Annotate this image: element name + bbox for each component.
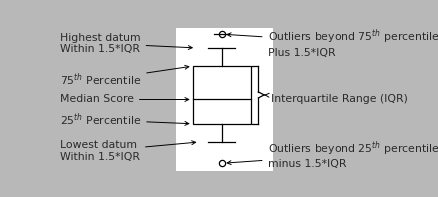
Text: Median Score: Median Score [60,95,188,104]
Text: Outliers beyond 75$^{th}$ percentile
Plus 1.5*IQR: Outliers beyond 75$^{th}$ percentile Plu… [226,28,438,58]
Text: Interquartile Range (IQR): Interquartile Range (IQR) [265,93,407,104]
Text: 75$^{th}$ Percentile: 75$^{th}$ Percentile [60,65,188,88]
Bar [192,66,250,124]
Text: Highest datum
Within 1.5*IQR: Highest datum Within 1.5*IQR [60,33,192,54]
Bar [175,28,272,171]
Text: 25$^{th}$ Percentile: 25$^{th}$ Percentile [60,112,188,128]
Text: Outliers beyond 25$^{th}$ percentile
minus 1.5*IQR: Outliers beyond 25$^{th}$ percentile min… [226,139,438,169]
Text: Lowest datum
Within 1.5*IQR: Lowest datum Within 1.5*IQR [60,140,195,162]
